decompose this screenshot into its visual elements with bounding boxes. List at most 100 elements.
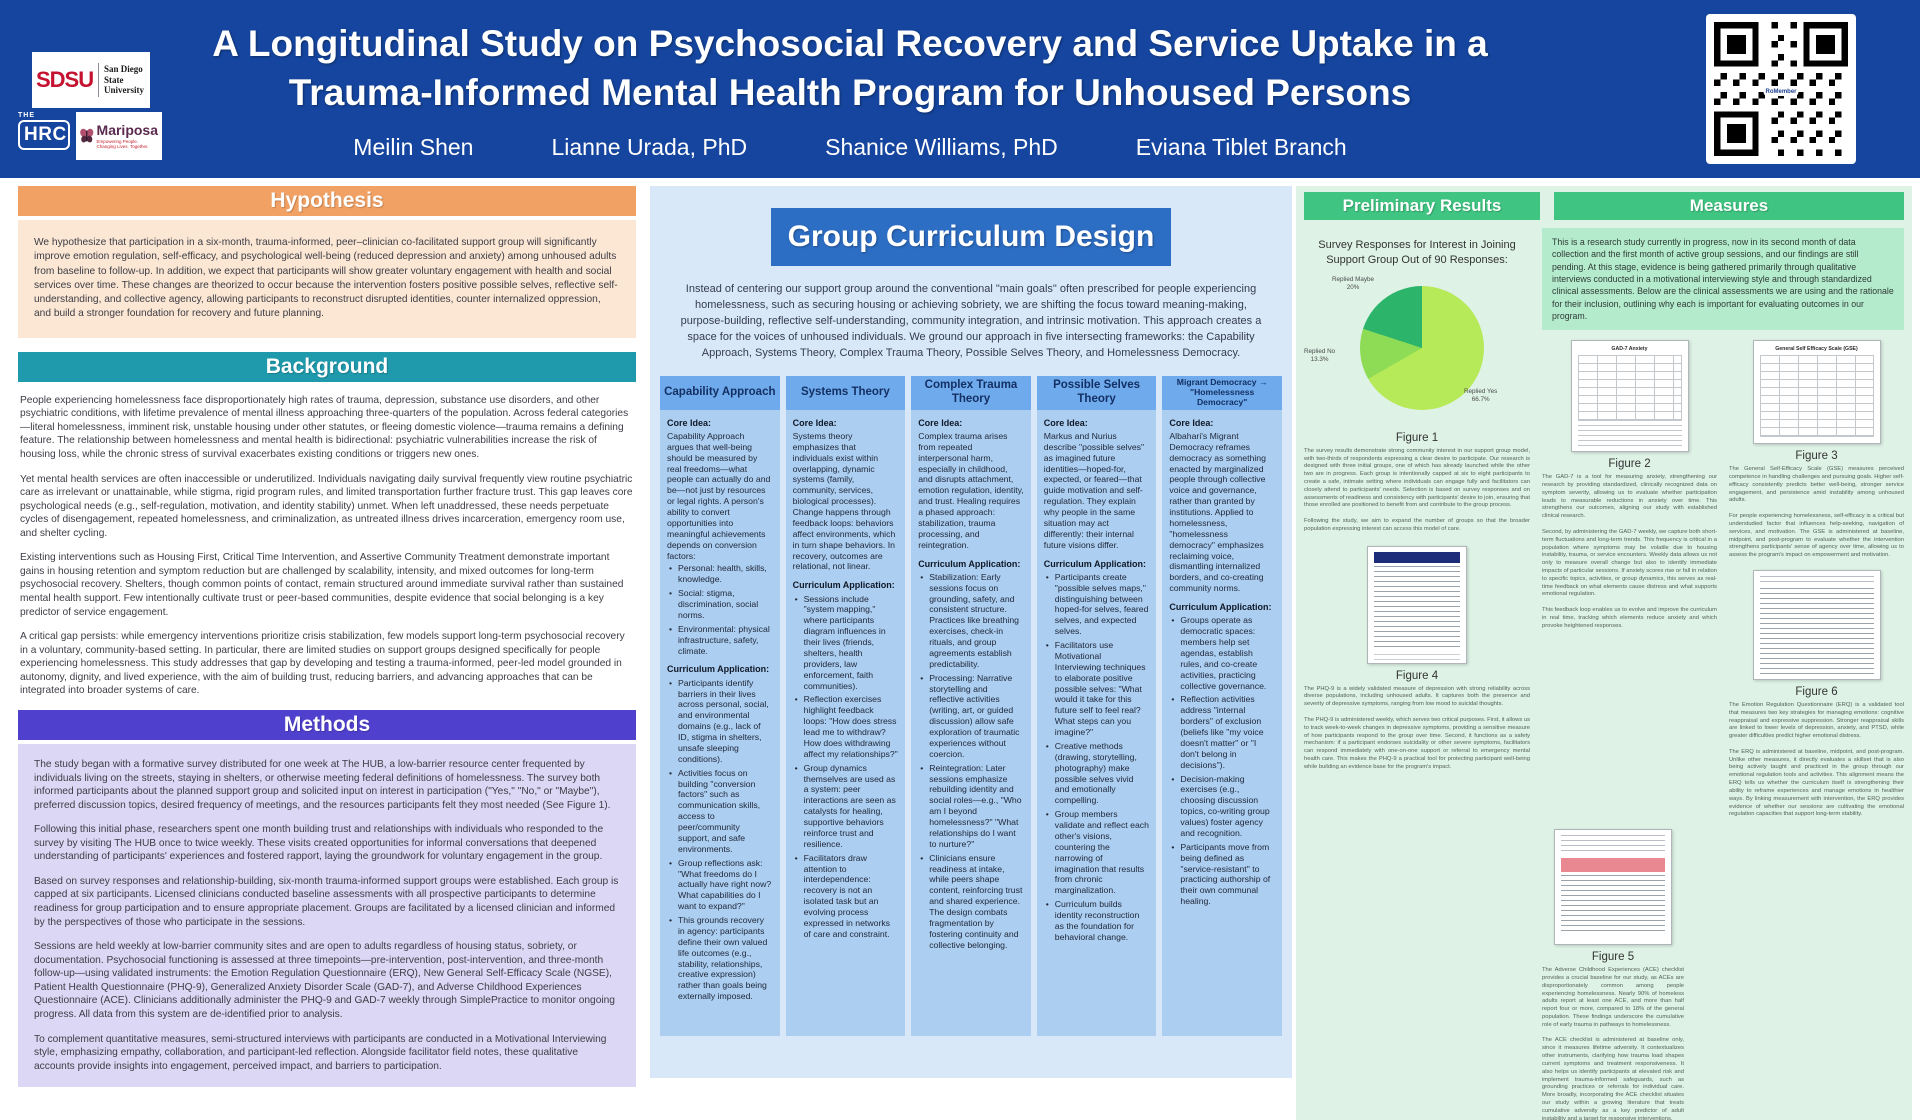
author-name: Eviana Tiblet Branch (1135, 133, 1347, 160)
gad7-form-table (1577, 355, 1682, 422)
framework-title: Systems Theory (785, 375, 906, 410)
curriculum-title: Group Curriculum Design (771, 208, 1171, 266)
paragraph: Existing interventions such as Housing F… (20, 552, 624, 618)
framework-title: Capability Approach (660, 375, 780, 410)
mariposa-tagline: Empowering People. Changing Lives. Toget… (96, 138, 149, 149)
pie-chart: Replied Maybe 20% Replied No 13.3% Replied… (1304, 276, 1530, 426)
core-idea-bullets: Personal: health, skills, knowledge. Soci… (669, 563, 773, 656)
figure5-caption: Figure 5 (1591, 951, 1635, 964)
curriculum-application-label: Curriculum Application: (667, 664, 770, 675)
figure6-caption: Figure 6 (1795, 685, 1838, 698)
bullet-item: Participants identify barriers in their … (669, 678, 773, 765)
sdsu-university-name: San Diego State University (103, 64, 144, 96)
bullet-item: Participants move from being defined as … (1171, 842, 1275, 907)
figure5-description: The Adverse Childhood Experiences (ACE) … (1542, 967, 1684, 1120)
core-idea-label: Core Idea: (792, 417, 837, 428)
hypothesis-section-header: Hypothesis (18, 186, 636, 216)
framework-body: Core Idea: Complex trauma arises from rep… (911, 409, 1031, 1036)
core-idea-label: Core Idea: (1043, 417, 1088, 428)
bullet-item: Reflection exercises highlight feedback … (795, 694, 899, 759)
core-idea-label: Core Idea: (667, 417, 712, 428)
bullet-item: Environmental: physical infrastructure, … (669, 624, 773, 657)
hypothesis-body: We hypothesize that participation in a s… (18, 220, 636, 338)
preliminary-results-header: Preliminary Results (1304, 192, 1540, 220)
framework-column-2: Systems Theory Core Idea: Systems theory e… (785, 375, 906, 1036)
qr-code: RoMember (1706, 14, 1856, 164)
gse-form-table (1759, 355, 1874, 438)
background-section-header: Background (18, 351, 636, 382)
curriculum-application-bullets: Sessions include "system mapping," where… (795, 594, 899, 940)
gse-form-thumbnail: General Self Efficacy Scale (GSE) (1752, 340, 1881, 445)
bullet-item: Facilitators draw attention to interdepe… (795, 853, 899, 940)
ace-form-thumbnail (1554, 829, 1672, 946)
core-idea-label: Core Idea: (1169, 417, 1214, 428)
figure3-caption: Figure 3 (1795, 450, 1838, 463)
bullet-item: Creative methods (drawing, storytelling,… (1046, 741, 1150, 806)
bullet-item: Sessions include "system mapping," where… (795, 594, 899, 692)
bullet-item: Participants create "possible selves map… (1046, 572, 1150, 637)
gad7-form-title: GAD-7 Anxiety (1611, 346, 1648, 353)
hrc-the-label: THE (18, 112, 35, 119)
pie-graphic (1360, 285, 1484, 410)
bullet-item: Processing: Narrative storytelling and r… (920, 673, 1024, 760)
measures-column: This is a research study currently in pr… (1542, 228, 1904, 1120)
paragraph: A critical gap persists: while emergency… (20, 631, 625, 697)
hrc-wordmark: HRC (18, 120, 70, 150)
bullet-item: Curriculum builds identity reconstructio… (1046, 899, 1150, 943)
pie-label-maybe: Replied Maybe 20% (1332, 275, 1375, 291)
paragraph: The study began with a formative survey … (34, 758, 611, 811)
bullet-item: Reflection activities address "internal … (1171, 694, 1275, 770)
paragraph: Following this initial phase, researcher… (34, 824, 604, 863)
core-idea-text: Markus and Nurius describe "possible sel… (1043, 430, 1145, 550)
paragraph: Based on survey responses and relationsh… (34, 875, 619, 928)
bullet-item: Activities focus on building "conversion… (669, 768, 773, 855)
left-column: Hypothesis We hypothesize that participa… (8, 186, 646, 1088)
ace-form-highlight-band (1561, 858, 1665, 873)
figure3-cell: General Self Efficacy Scale (GSE) Figure… (1729, 340, 1904, 819)
framework-title: Complex Trauma Theory (911, 375, 1031, 410)
ace-form-lines (1561, 875, 1665, 936)
butterfly-icon (80, 128, 94, 143)
erq-form-thumbnail (1752, 569, 1881, 680)
bullet-item: Group dynamics themselves are used as a … (795, 763, 899, 850)
curriculum-application-label: Curriculum Application: (792, 580, 895, 591)
gad7-form-lines (1577, 425, 1682, 450)
bullet-item: Clinicians ensure readiness at intake, w… (920, 853, 1024, 951)
curriculum-application-bullets: Participants create "possible selves map… (1046, 572, 1150, 943)
paragraph: Yet mental health services are often ina… (20, 473, 633, 539)
curriculum-application-label: Curriculum Application: (918, 558, 1021, 569)
author-list: Meilin Shen Lianne Urada, PhD Shanice Will… (170, 134, 1530, 172)
curriculum-intro: Instead of centering our support group a… (680, 283, 1262, 359)
bullet-item: Groups operate as democratic spaces: mem… (1171, 615, 1275, 691)
hrc-logo: THE HRC (18, 112, 70, 160)
sdsu-logo: SDSU San Diego State University (32, 52, 150, 108)
paragraph: People experiencing homelessness face di… (20, 394, 629, 460)
core-idea-text: Capability Approach argues that well-bei… (667, 430, 771, 561)
bullet-item: Group members validate and reflect each … (1046, 809, 1150, 896)
pie-label-no: Replied No 13.3% (1304, 347, 1336, 363)
bullet-item: Stabilization: Early sessions focus on g… (920, 572, 1024, 670)
paragraph: We hypothesize that participation in a s… (34, 237, 618, 320)
pie-label-yes: Replied Yes 66.7% (1464, 387, 1498, 403)
author-name: Meilin Shen (353, 133, 474, 160)
framework-column-4: Possible Selves Theory Core Idea: Markus a… (1036, 375, 1157, 1036)
figure2-caption: Figure 2 (1608, 458, 1651, 471)
poster-title-line1: A Longitudinal Study on Psychosocial Rec… (212, 23, 1488, 64)
core-idea-text: Systems theory emphasizes that individua… (792, 430, 896, 572)
curriculum-application-label: Curriculum Application: (1043, 558, 1146, 569)
mariposa-logo: Mariposa Empowering People. Changing Liv… (76, 112, 162, 160)
bullet-item: Social: stigma, discrimination, social n… (669, 588, 773, 621)
author-name: Shanice Williams, PhD (825, 133, 1058, 160)
methods-section-header: Methods (18, 709, 636, 740)
framework-title: Migrant Democracy → "Homelessness Democra… (1162, 375, 1282, 410)
ace-form-header-lines (1561, 835, 1665, 856)
paragraph: Sessions are held weekly at low-barrier … (34, 941, 615, 1020)
figure4-caption: Figure 4 (1395, 669, 1439, 682)
poster-title: A Longitudinal Study on Psychosocial Rec… (170, 20, 1530, 118)
mariposa-wordmark: Mariposa (96, 121, 158, 138)
core-idea-text: Complex trauma arises from repeated inte… (918, 430, 1024, 550)
bullet-item: Decision-making exercises (e.g., choosin… (1171, 774, 1275, 839)
framework-title: Possible Selves Theory (1036, 375, 1157, 410)
bullet-item: This grounds recovery in agency: partici… (669, 915, 773, 1002)
